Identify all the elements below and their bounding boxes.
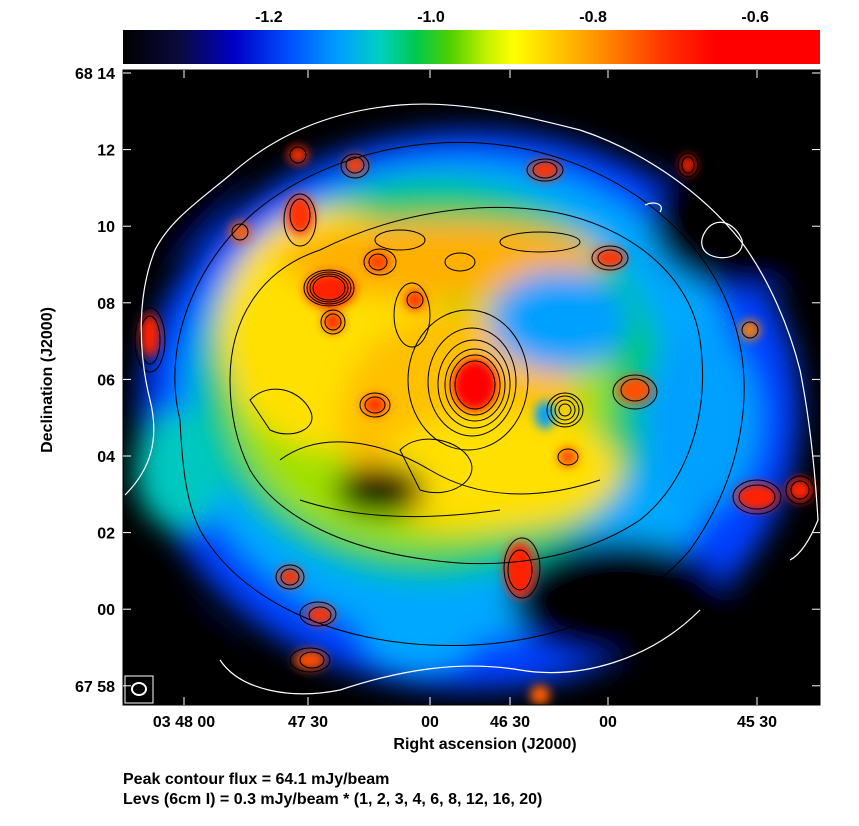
x-tick-label: 47 30 xyxy=(288,714,328,731)
plot-frame xyxy=(122,69,821,706)
x-tick-label: 00 xyxy=(421,714,439,731)
y-axis-title: Declination (J2000) xyxy=(39,307,56,453)
contours xyxy=(134,141,815,673)
x-tick-label: 00 xyxy=(599,714,617,731)
y-tick-label: 10 xyxy=(97,219,115,236)
y-tick-labels: 68 14 12 10 08 06 04 02 00 67 58 xyxy=(75,66,115,696)
colorbar-ticks: -1.2 -1.0 -0.8 -0.6 xyxy=(255,9,769,26)
y-tick-label: 00 xyxy=(97,602,115,619)
x-tick-labels: 03 48 00 47 30 00 46 30 00 45 30 xyxy=(153,714,777,731)
y-tick-label: 02 xyxy=(97,526,115,543)
colorbar-tick-label: -1.2 xyxy=(255,9,283,26)
x-tick-label: 03 48 00 xyxy=(153,714,215,731)
caption-peak-flux: Peak contour flux = 64.1 mJy/beam xyxy=(123,771,390,788)
x-tick-label: 46 30 xyxy=(490,714,530,731)
y-tick-label: 67 58 xyxy=(75,679,115,696)
frame-ticks xyxy=(123,70,820,705)
x-axis-title: Right ascension (J2000) xyxy=(393,736,576,753)
y-tick-label: 04 xyxy=(97,449,115,466)
colorbar-tick-label: -1.0 xyxy=(417,9,445,26)
caption-contour-levels: Levs (6cm I) = 0.3 mJy/beam * (1, 2, 3, … xyxy=(123,791,543,808)
x-tick-label: 45 30 xyxy=(737,714,777,731)
y-tick-label: 12 xyxy=(97,143,115,160)
colorbar xyxy=(123,30,820,64)
colorbar-tick-label: -0.8 xyxy=(579,9,607,26)
radio-image xyxy=(123,70,820,705)
colorbar-tick-label: -0.6 xyxy=(741,9,769,26)
y-tick-label: 08 xyxy=(97,296,115,313)
y-tick-label: 06 xyxy=(97,372,115,389)
beam-marker xyxy=(124,675,154,704)
y-tick-label: 68 14 xyxy=(75,66,115,83)
outer-contour xyxy=(124,103,819,695)
